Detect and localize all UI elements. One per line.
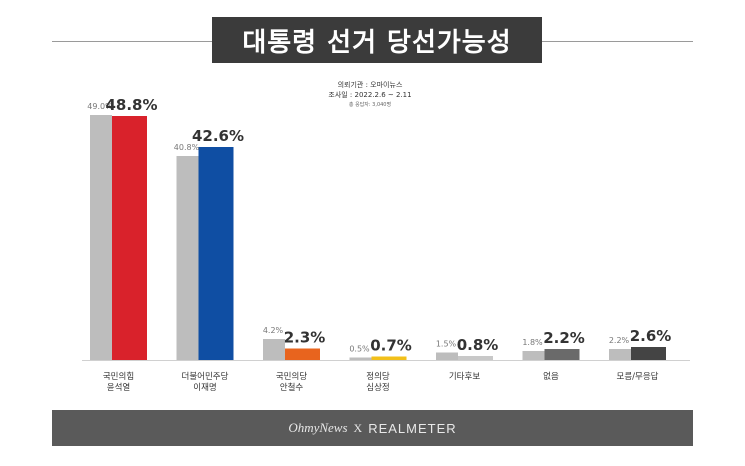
bar-series2-1 <box>198 147 234 360</box>
category-label-1-1: 이재명 <box>193 382 216 393</box>
data-label-series2-2: 2.3% <box>284 329 326 347</box>
data-label-series1-2: 4.2% <box>263 326 284 335</box>
data-label-series1-0: 49.0% <box>87 102 113 111</box>
realmeter-logo: REALMETER <box>368 420 457 436</box>
data-label-series2-5: 2.2% <box>543 329 585 347</box>
chart-title: 대통령 선거 당선가능성 <box>212 17 542 63</box>
data-label-series1-6: 2.2% <box>609 336 630 345</box>
bar-series1-6 <box>609 349 631 360</box>
data-label-series1-1: 40.8% <box>174 143 200 152</box>
category-label-6-0: 모름/무응답 <box>617 371 659 382</box>
bar-series2-6 <box>631 347 666 360</box>
bar-series1-3 <box>349 357 372 360</box>
data-label-series1-5: 1.8% <box>522 338 543 347</box>
bar-series1-5 <box>522 351 545 360</box>
bar-series1-0 <box>90 115 112 360</box>
bar-series2-4 <box>458 356 493 360</box>
survey-period: 조사일 : 2022.2.6 ~ 2.11 <box>328 91 412 99</box>
category-label-3-1: 심상정 <box>366 382 389 393</box>
ohmynews-logo: OhmyNews <box>288 420 348 435</box>
bar-series2-5 <box>544 349 580 360</box>
bar-series2-2 <box>285 348 320 360</box>
category-label-0-0: 국민의힘 <box>103 371 134 382</box>
data-label-series2-3: 0.7% <box>370 337 412 355</box>
data-label-series2-4: 0.8% <box>457 336 499 354</box>
category-label-4-0: 기타후보 <box>449 372 480 382</box>
category-label-0-1: 윤석열 <box>107 382 131 393</box>
bar-series1-4 <box>436 352 458 360</box>
footer-separator: X <box>353 420 363 435</box>
data-label-series2-0: 48.8% <box>105 96 157 114</box>
bar-series1-2 <box>263 339 285 360</box>
category-label-2-1: 안철수 <box>280 382 304 393</box>
bar-series2-0 <box>112 116 147 360</box>
data-label-series2-6: 2.6% <box>630 327 672 345</box>
category-label-2-0: 국민의당 <box>276 371 307 382</box>
survey-org: 의뢰기관 : 오마이뉴스 <box>337 81 403 89</box>
data-label-series1-4: 1.5% <box>436 340 457 349</box>
bar-series1-1 <box>176 156 199 360</box>
category-label-1-0: 더불어민주당 <box>182 371 229 382</box>
footer-banner: OhmyNews X REALMETER <box>52 410 693 446</box>
survey-info: 의뢰기관 : 오마이뉴스 조사일 : 2022.2.6 ~ 2.11 총 응답자… <box>300 80 440 110</box>
data-label-series2-1: 42.6% <box>192 127 244 145</box>
category-label-3-0: 정의당 <box>366 371 390 382</box>
bar-series2-3 <box>371 356 407 360</box>
survey-sample: 총 응답자: 3,040명 <box>348 102 392 108</box>
data-label-series1-3: 0.5% <box>349 345 370 354</box>
category-label-5-0: 없음 <box>543 372 559 382</box>
